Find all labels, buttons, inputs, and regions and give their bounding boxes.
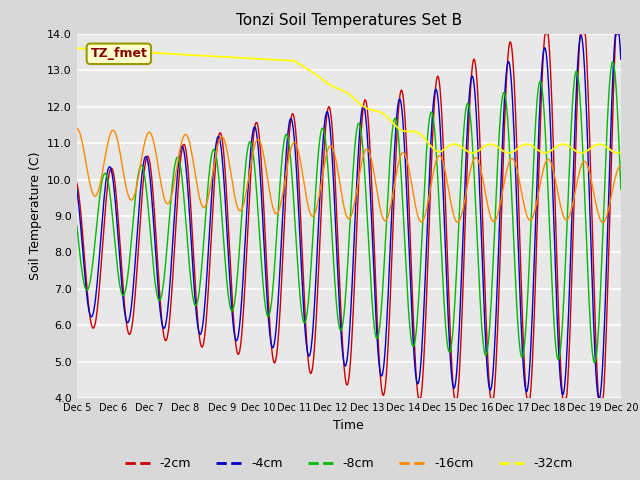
Title: Tonzi Soil Temperatures Set B: Tonzi Soil Temperatures Set B	[236, 13, 462, 28]
Y-axis label: Soil Temperature (C): Soil Temperature (C)	[29, 152, 42, 280]
Legend: -2cm, -4cm, -8cm, -16cm, -32cm: -2cm, -4cm, -8cm, -16cm, -32cm	[120, 452, 578, 475]
Text: TZ_fmet: TZ_fmet	[90, 48, 147, 60]
X-axis label: Time: Time	[333, 419, 364, 432]
